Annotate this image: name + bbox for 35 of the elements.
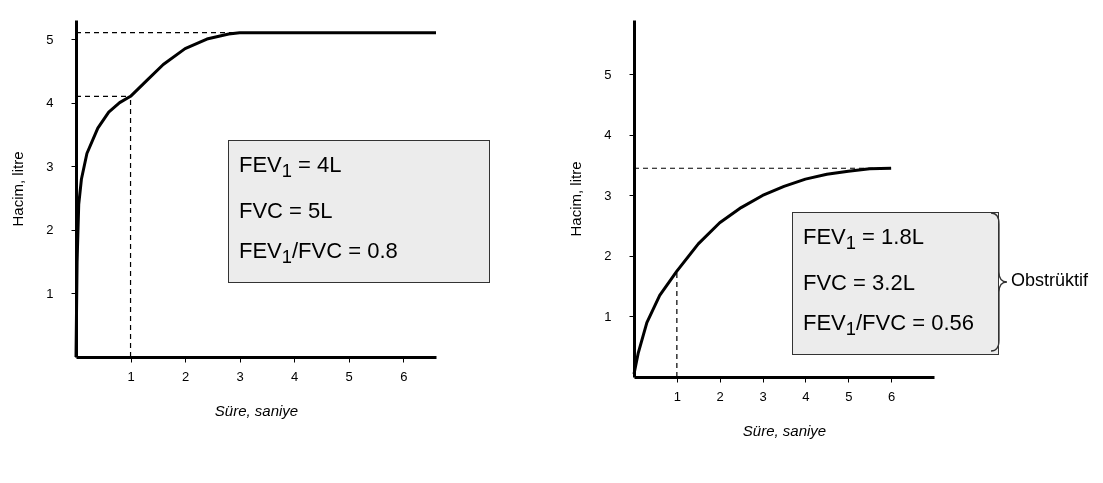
y-tick-label: 2	[46, 222, 54, 238]
y-tick-label: 5	[604, 66, 612, 82]
x-axis-title: Süre, saniye	[742, 421, 827, 439]
text-box: FEV$_{1}$ = 1.8L FVC = 3.2L FEV$_{1}$/FVC = 0.56	[792, 212, 999, 355]
y-tick-label: 1	[46, 285, 54, 301]
x-tick-label: 1	[127, 368, 135, 384]
x-tick-label: 4	[802, 388, 810, 404]
annotation: FVC = 5L	[239, 197, 334, 226]
x-tick-label: 3	[759, 388, 767, 404]
x-tick-label: 5	[345, 368, 353, 384]
y-tick-label: 2	[604, 248, 612, 264]
x-tick-label: 5	[845, 388, 853, 404]
x-tick-label: 6	[888, 388, 896, 404]
x-tick-label: 2	[716, 388, 724, 404]
annotation: FEV$_{1}$/FVC = 0.56	[803, 309, 975, 342]
x-tick-label: 1	[673, 388, 681, 404]
y-tick-label: 3	[604, 187, 612, 203]
x-axis-title: Süre, saniye	[214, 401, 299, 419]
x-tick-label: 6	[400, 368, 408, 384]
x-tick-label: 2	[181, 368, 190, 384]
y-tick-label: 5	[46, 31, 54, 47]
y-tick-label: 4	[604, 127, 612, 143]
annotation: FEV$_{1}$ = 4L	[239, 151, 343, 184]
y-tick-label: 1	[604, 308, 612, 324]
y-tick-label: 3	[46, 158, 54, 174]
annotation: FEV$_{1}$ = 1.8L	[803, 223, 925, 256]
x-tick-label: 4	[291, 368, 299, 384]
y-axis-title: Hacim, litre	[567, 161, 585, 237]
annotation: FVC = 3.2L	[803, 269, 916, 298]
annotation: FEV$_{1}$/FVC = 0.8	[239, 237, 399, 270]
y-axis-title: Hacim, litre	[9, 151, 27, 227]
text-box: FEV$_{1}$ = 4L FVC = 5L FEV$_{1}$/FVC = 0.8	[228, 140, 490, 283]
y-tick-label: 4	[46, 95, 54, 111]
text: Obstrüktif	[1011, 270, 1089, 291]
x-tick-label: 3	[236, 368, 244, 384]
